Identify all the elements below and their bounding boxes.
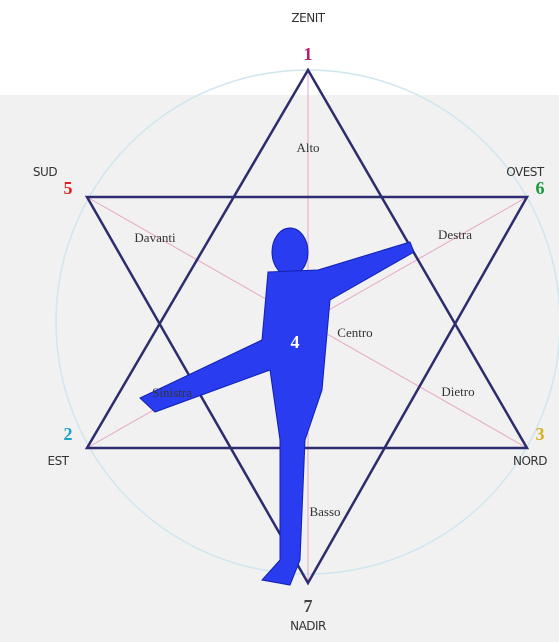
point-number: 3 — [536, 424, 545, 444]
region-label: Basso — [309, 504, 340, 519]
point-name: OVEST — [506, 165, 545, 179]
human-figure — [139, 227, 415, 586]
point-number: 2 — [64, 424, 73, 444]
point-number: 1 — [304, 44, 313, 64]
point-name: SUD — [33, 165, 57, 179]
region-label: Centro — [337, 325, 372, 340]
region-label: Dietro — [441, 384, 474, 399]
point-name: NADIR — [290, 619, 326, 633]
region-label: Destra — [438, 227, 472, 242]
point-name: NORD — [513, 454, 547, 468]
region-label: Alto — [296, 140, 319, 155]
point-name: ZENIT — [291, 11, 325, 25]
point-number: 7 — [304, 596, 313, 616]
region-label: Davanti — [134, 230, 176, 245]
point-name: EST — [47, 454, 69, 468]
point-number: 5 — [64, 178, 73, 198]
center-number: 4 — [291, 332, 300, 352]
labels: ZENIT 1 SUD 5 OVEST 6 2 EST 3 NORD 7 NAD… — [33, 11, 548, 633]
region-label: Sinistra — [152, 385, 192, 400]
point-number: 6 — [536, 178, 545, 198]
